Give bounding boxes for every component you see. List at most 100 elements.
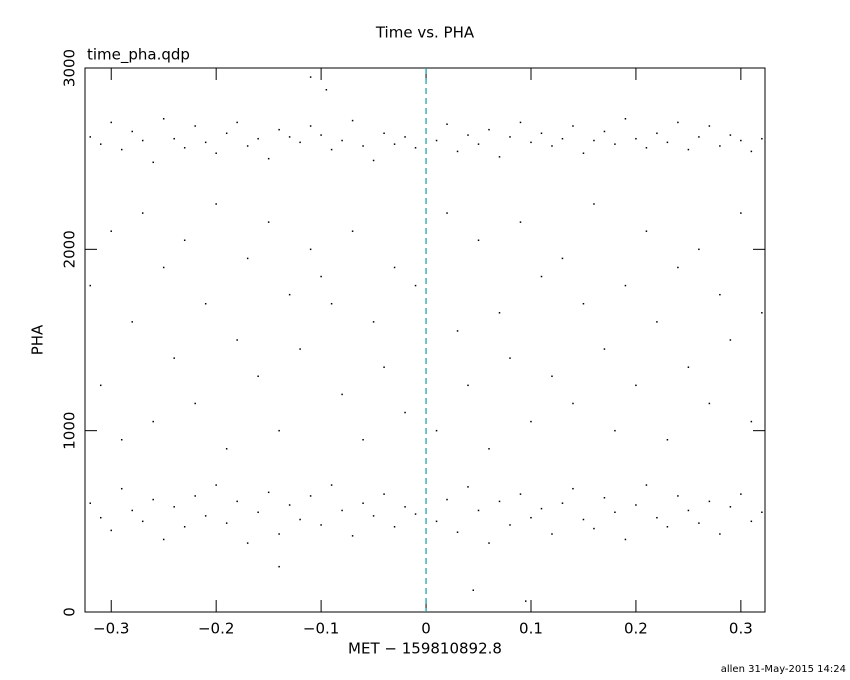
point	[561, 502, 564, 504]
point	[467, 134, 469, 136]
point	[687, 148, 690, 151]
point	[719, 533, 721, 535]
point	[477, 509, 480, 512]
point	[278, 429, 280, 432]
point	[309, 495, 312, 497]
point	[624, 284, 627, 287]
point	[89, 136, 91, 138]
point	[236, 121, 238, 124]
point	[740, 493, 742, 495]
point	[656, 132, 658, 135]
point	[446, 123, 448, 125]
point	[404, 411, 406, 414]
point	[362, 145, 364, 147]
point	[404, 506, 406, 508]
point	[351, 119, 354, 122]
point	[488, 542, 490, 544]
point	[582, 518, 585, 521]
point	[236, 339, 238, 341]
point	[131, 321, 133, 323]
point	[309, 76, 312, 78]
y-tick-label: 2000	[61, 230, 79, 268]
point	[341, 393, 343, 396]
point	[173, 357, 175, 359]
point	[656, 321, 658, 323]
point	[383, 493, 385, 495]
point	[561, 257, 564, 260]
point	[446, 212, 448, 214]
point	[152, 498, 154, 501]
point	[572, 402, 574, 405]
x-tick-label: 0.1	[519, 620, 543, 638]
point	[225, 522, 228, 524]
point	[740, 139, 742, 142]
point	[572, 125, 574, 127]
point	[383, 132, 385, 135]
point	[393, 266, 396, 269]
point	[330, 302, 333, 305]
point	[687, 366, 690, 368]
point	[194, 125, 196, 127]
point	[299, 348, 301, 350]
point	[488, 128, 490, 131]
point	[603, 348, 606, 350]
point	[614, 429, 616, 432]
point	[246, 145, 249, 147]
point	[593, 527, 595, 530]
point	[719, 145, 721, 147]
point	[309, 248, 312, 251]
point	[110, 121, 112, 124]
point	[372, 159, 375, 162]
point	[110, 230, 112, 232]
point	[498, 500, 501, 503]
point	[540, 275, 543, 278]
point	[551, 375, 553, 378]
point	[582, 302, 585, 305]
point	[561, 137, 564, 140]
point	[677, 495, 679, 497]
point	[488, 448, 490, 450]
point	[173, 506, 175, 508]
point	[761, 137, 763, 140]
point	[698, 136, 700, 138]
point	[635, 384, 637, 387]
point	[320, 275, 322, 278]
point	[320, 524, 322, 526]
point	[698, 522, 700, 524]
point	[509, 136, 511, 138]
point	[99, 384, 102, 387]
point	[645, 147, 648, 149]
point	[99, 516, 102, 519]
point	[288, 504, 291, 506]
point	[183, 526, 186, 528]
annotation: time_pha.qdp	[87, 46, 190, 65]
point	[330, 148, 333, 151]
point	[299, 518, 301, 521]
point	[498, 312, 501, 314]
y-tick-label: 0	[61, 607, 79, 617]
point	[519, 493, 522, 495]
point	[320, 134, 322, 136]
point	[162, 266, 165, 269]
point	[236, 500, 238, 503]
point	[131, 509, 133, 512]
x-tick-label: −0.1	[303, 620, 339, 638]
x-tick-label: 0.3	[729, 620, 753, 638]
point	[551, 145, 553, 147]
point	[750, 420, 753, 423]
point	[435, 429, 438, 432]
point	[446, 498, 448, 501]
point	[131, 130, 133, 133]
point	[393, 143, 396, 145]
point	[162, 538, 165, 541]
point	[341, 139, 343, 142]
point	[246, 542, 249, 544]
point	[246, 257, 249, 260]
point	[603, 130, 606, 133]
point	[372, 515, 375, 517]
point	[530, 141, 532, 144]
point	[173, 137, 175, 140]
point	[257, 375, 259, 378]
